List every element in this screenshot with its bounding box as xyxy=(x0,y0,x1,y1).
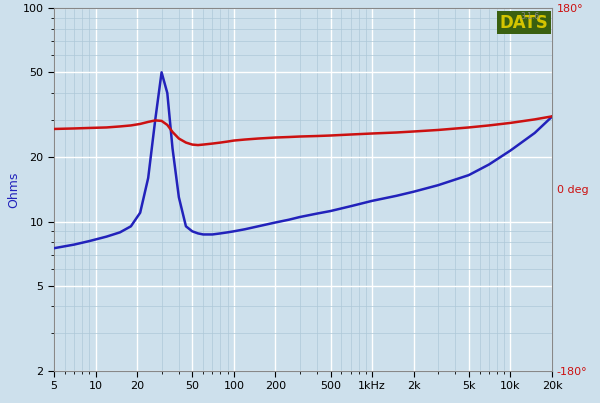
Text: 3.1.6: 3.1.6 xyxy=(520,12,539,21)
Text: DATS: DATS xyxy=(500,13,548,31)
Y-axis label: Ohms: Ohms xyxy=(7,171,20,208)
